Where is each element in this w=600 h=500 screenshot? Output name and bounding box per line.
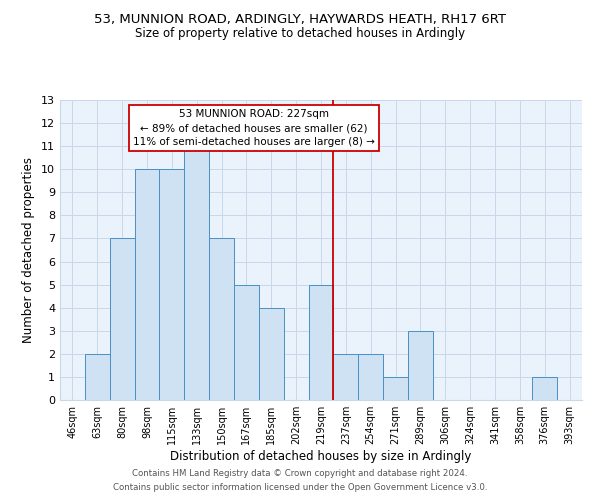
- X-axis label: Distribution of detached houses by size in Ardingly: Distribution of detached houses by size …: [170, 450, 472, 463]
- Bar: [308, 284, 334, 400]
- Bar: [209, 238, 234, 400]
- Text: 53, MUNNION ROAD, ARDINGLY, HAYWARDS HEATH, RH17 6RT: 53, MUNNION ROAD, ARDINGLY, HAYWARDS HEA…: [94, 12, 506, 26]
- Bar: [408, 331, 433, 400]
- Bar: [110, 238, 134, 400]
- Bar: [383, 377, 408, 400]
- Text: 53 MUNNION ROAD: 227sqm
← 89% of detached houses are smaller (62)
11% of semi-de: 53 MUNNION ROAD: 227sqm ← 89% of detache…: [133, 109, 375, 147]
- Text: Contains HM Land Registry data © Crown copyright and database right 2024.: Contains HM Land Registry data © Crown c…: [132, 468, 468, 477]
- Bar: [184, 146, 209, 400]
- Text: Contains public sector information licensed under the Open Government Licence v3: Contains public sector information licen…: [113, 484, 487, 492]
- Bar: [85, 354, 110, 400]
- Bar: [259, 308, 284, 400]
- Bar: [358, 354, 383, 400]
- Bar: [334, 354, 358, 400]
- Bar: [134, 169, 160, 400]
- Bar: [234, 284, 259, 400]
- Bar: [160, 169, 184, 400]
- Text: Size of property relative to detached houses in Ardingly: Size of property relative to detached ho…: [135, 28, 465, 40]
- Y-axis label: Number of detached properties: Number of detached properties: [22, 157, 35, 343]
- Bar: [532, 377, 557, 400]
